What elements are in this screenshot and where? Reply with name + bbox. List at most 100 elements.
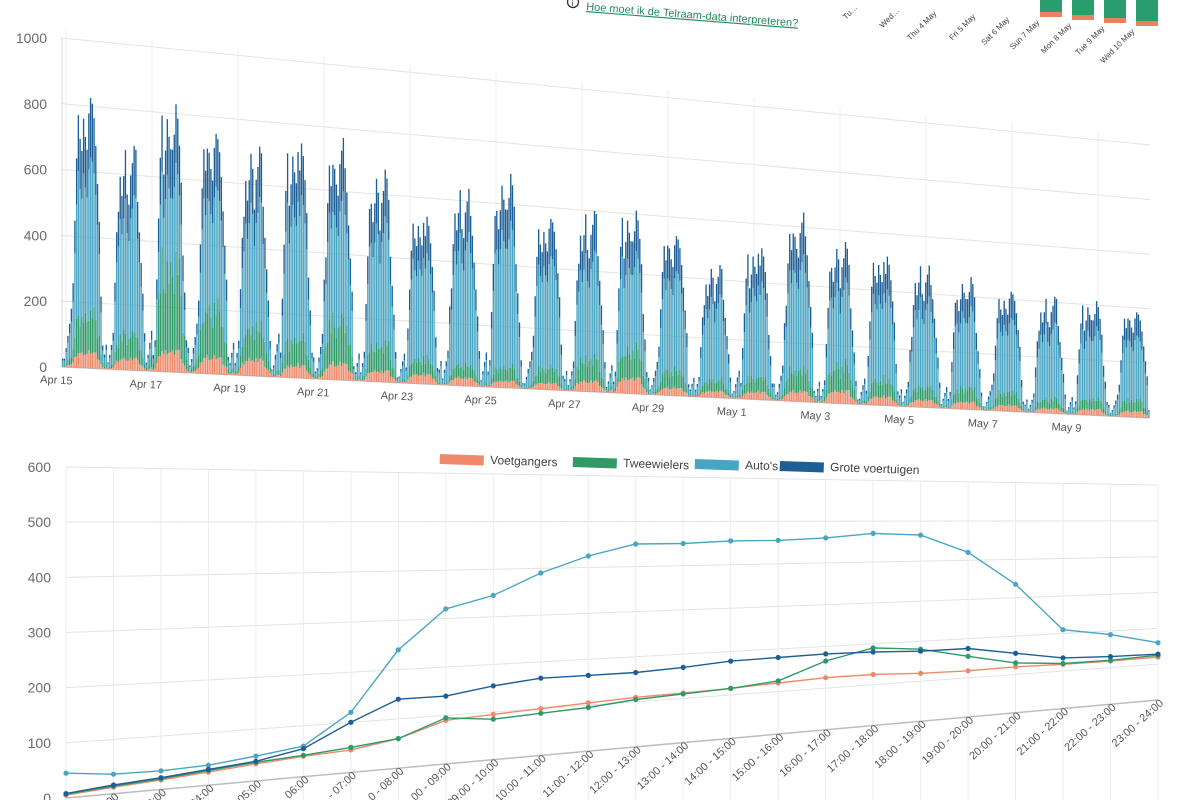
series-point[interactable] bbox=[395, 736, 401, 742]
series-point[interactable] bbox=[1013, 660, 1019, 666]
bar-segment-autos bbox=[991, 390, 993, 407]
series-point[interactable] bbox=[965, 645, 971, 652]
bar-segment-autos bbox=[871, 312, 873, 384]
series-point[interactable] bbox=[918, 670, 924, 676]
bar-segment-voetgangers bbox=[1148, 417, 1150, 418]
series-point[interactable] bbox=[490, 711, 496, 718]
series-point[interactable] bbox=[1107, 657, 1114, 663]
legend-label[interactable]: Tweewielers bbox=[623, 456, 689, 472]
series-point[interactable] bbox=[110, 771, 117, 777]
series-point[interactable] bbox=[1107, 654, 1114, 660]
series-point[interactable] bbox=[870, 649, 876, 655]
series-point[interactable] bbox=[63, 791, 69, 797]
bar-segment-voetgangers bbox=[494, 382, 496, 388]
series-point[interactable] bbox=[443, 693, 449, 699]
legend-label[interactable]: Voetgangers bbox=[490, 453, 558, 469]
series-point[interactable] bbox=[633, 669, 639, 676]
series-point[interactable] bbox=[490, 683, 496, 689]
series-point[interactable] bbox=[775, 678, 781, 684]
series-point[interactable] bbox=[348, 719, 354, 725]
series-point[interactable] bbox=[823, 675, 829, 681]
series-point[interactable] bbox=[680, 691, 686, 697]
bar-segment-tweewielers bbox=[1116, 413, 1119, 416]
series-point[interactable] bbox=[823, 658, 829, 664]
bar-segment-tweewielers bbox=[862, 400, 864, 404]
interpretation-link-text[interactable]: Hoe moet ik de Telraam-data interpretere… bbox=[586, 1, 799, 30]
bar-segment-voetgangers bbox=[457, 376, 460, 386]
series-point[interactable] bbox=[443, 715, 449, 721]
series-point[interactable] bbox=[395, 647, 401, 653]
bar-segment-tweewielers bbox=[686, 387, 688, 393]
series-point[interactable] bbox=[395, 696, 401, 702]
bar-segment-grote bbox=[248, 180, 250, 224]
series-point[interactable] bbox=[585, 704, 591, 711]
series-point[interactable] bbox=[1013, 581, 1019, 587]
series-point[interactable] bbox=[870, 671, 876, 678]
series-point[interactable] bbox=[205, 766, 211, 773]
bar-segment-grote bbox=[508, 197, 510, 240]
bar-segment-grote bbox=[192, 347, 195, 354]
series-point[interactable] bbox=[823, 535, 829, 541]
series-point[interactable] bbox=[1060, 655, 1066, 661]
bar-segment-tweewielers bbox=[715, 382, 718, 391]
legend-label[interactable]: Grote voertuigen bbox=[830, 460, 920, 477]
series-point[interactable] bbox=[1060, 627, 1066, 633]
series-point[interactable] bbox=[775, 654, 781, 661]
series-point[interactable] bbox=[1107, 632, 1114, 638]
series-point[interactable] bbox=[823, 651, 829, 657]
series-point[interactable] bbox=[775, 537, 781, 544]
series-point[interactable] bbox=[680, 664, 686, 671]
series-point[interactable] bbox=[538, 570, 544, 576]
series-point[interactable] bbox=[633, 696, 639, 703]
bar-segment-voetgangers bbox=[424, 376, 427, 384]
series-point[interactable] bbox=[585, 672, 591, 679]
series-point[interactable] bbox=[1013, 650, 1019, 656]
bar-segment-autos bbox=[508, 239, 510, 368]
series-point[interactable] bbox=[443, 606, 449, 612]
bar-segment-autos bbox=[616, 343, 618, 378]
bar-segment-voetgangers bbox=[607, 391, 610, 393]
series-point[interactable] bbox=[490, 592, 496, 599]
series-point[interactable] bbox=[158, 768, 164, 774]
series-point[interactable] bbox=[965, 668, 971, 674]
series-point[interactable] bbox=[300, 752, 306, 758]
series-point[interactable] bbox=[1155, 640, 1161, 646]
series-point[interactable] bbox=[538, 710, 544, 716]
bar-segment-voetgangers bbox=[483, 385, 486, 387]
series-point[interactable] bbox=[300, 746, 306, 752]
series-point[interactable] bbox=[538, 675, 544, 681]
series-point[interactable] bbox=[110, 782, 117, 788]
bar-segment-tweewielers bbox=[1148, 416, 1150, 418]
series-point[interactable] bbox=[585, 700, 591, 706]
bar-segment-voetgangers bbox=[925, 399, 927, 408]
series-point[interactable] bbox=[63, 770, 69, 776]
series-point[interactable] bbox=[538, 706, 544, 712]
bar-segment-autos bbox=[407, 340, 409, 376]
series-point[interactable] bbox=[918, 648, 924, 654]
series-point[interactable] bbox=[918, 532, 924, 538]
series-point[interactable] bbox=[585, 553, 591, 559]
series-point[interactable] bbox=[1155, 651, 1161, 657]
series-point[interactable] bbox=[728, 685, 734, 692]
bar-segment-grote bbox=[872, 262, 875, 294]
series-point[interactable] bbox=[680, 540, 686, 547]
series-point[interactable] bbox=[633, 541, 639, 547]
series-point[interactable] bbox=[728, 658, 734, 664]
bar-segment-grote bbox=[792, 233, 794, 271]
series-point[interactable] bbox=[205, 762, 211, 768]
series-point[interactable] bbox=[490, 716, 496, 722]
series-point[interactable] bbox=[253, 753, 259, 759]
series-point[interactable] bbox=[965, 549, 971, 556]
series-point[interactable] bbox=[870, 645, 876, 651]
legend-label[interactable]: Auto's bbox=[745, 458, 778, 473]
series-point[interactable] bbox=[348, 744, 354, 751]
series-point[interactable] bbox=[253, 758, 259, 764]
series-point[interactable] bbox=[158, 775, 164, 781]
series-point[interactable] bbox=[728, 538, 734, 544]
interpretation-help-link[interactable]: i Hoe moet ik de Telraam-data interprete… bbox=[566, 0, 799, 30]
series-point[interactable] bbox=[1013, 664, 1019, 670]
series-point[interactable] bbox=[348, 709, 354, 715]
series-point[interactable] bbox=[870, 530, 876, 537]
series-point[interactable] bbox=[965, 653, 971, 659]
series-point[interactable] bbox=[1060, 660, 1066, 667]
